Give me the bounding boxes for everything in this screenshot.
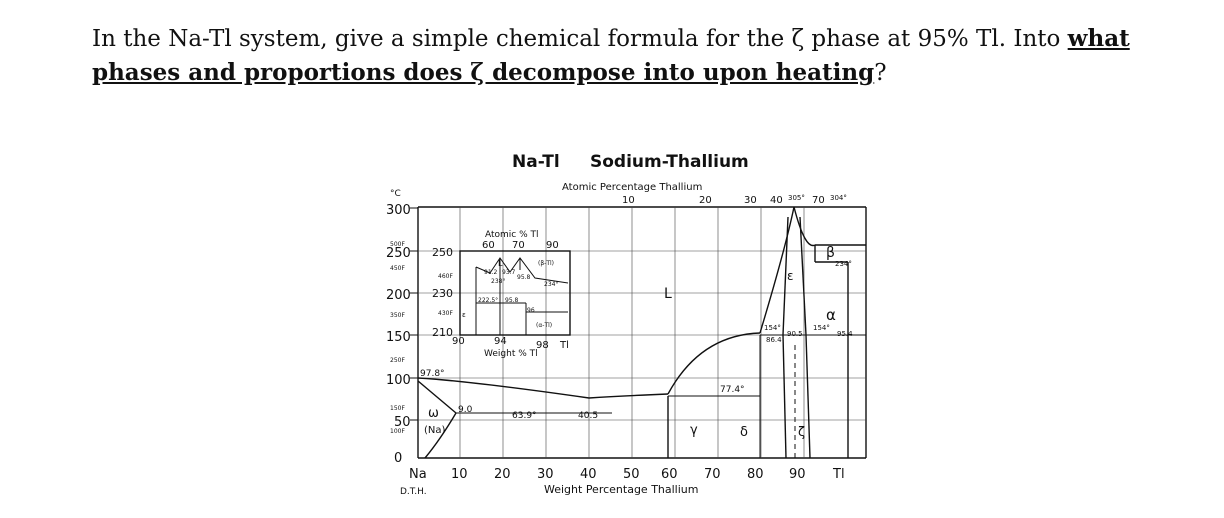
label-epsilon: ε	[787, 269, 794, 283]
inset-x-end: Tl	[559, 340, 569, 351]
x-axis-label: Weight Percentage Thallium	[544, 483, 698, 496]
f-tick-450: 450F	[390, 265, 405, 272]
y-tick-marks	[410, 207, 418, 421]
note-77-4: 77.4°	[720, 385, 745, 395]
inset-label-eps: ε	[462, 311, 466, 319]
inset-n-95-8a: 95.8	[517, 274, 531, 281]
label-beta: β	[826, 245, 835, 261]
x-tick-50: 50	[623, 467, 640, 482]
f-tick-100: 100F	[390, 428, 405, 435]
inset-top-90: 90	[546, 240, 559, 251]
inset-n-222-5: 222.5°	[478, 297, 498, 304]
label-na-phase: (Na)	[424, 425, 446, 436]
inset-label-alpha-tl: (α-Tl)	[536, 322, 552, 329]
inset-y-210: 210	[432, 326, 453, 339]
question-emphasis: what phases and proportions does ζ decom…	[92, 25, 1130, 86]
y-tick-50: 50	[394, 415, 411, 430]
unit-celsius: °C	[390, 189, 401, 199]
x-tick-tl: Tl	[832, 467, 845, 482]
note-86-4: 86.4	[766, 336, 782, 344]
diagram-title: Sodium-Thallium	[590, 152, 749, 172]
note-63-9: 63.9°	[512, 411, 537, 421]
y-tick-250: 250	[386, 246, 411, 261]
inset-n-91-2: 91.2	[484, 269, 498, 276]
top-tick-40: 40	[770, 195, 783, 206]
label-omega: ω	[428, 406, 439, 421]
zeta-symbol: ζ	[791, 26, 805, 52]
x-tick-90: 90	[789, 467, 806, 482]
f-tick-250: 250F	[390, 357, 405, 364]
inset-n-238: 238°	[491, 278, 505, 285]
x-tick-80: 80	[747, 467, 764, 482]
inset-x-label: Weight % Tl	[484, 349, 538, 359]
inset-x-98: 98	[536, 340, 549, 351]
credit: D.T.H.	[400, 487, 427, 497]
inset-n-234: 234°	[544, 281, 558, 288]
f-tick-500: 500F	[390, 241, 405, 248]
f-tick-150: 150F	[390, 405, 405, 412]
inset-label-liquid: L	[498, 259, 503, 268]
x-tick-na: Na	[409, 467, 427, 482]
question-part-2: phase at 95% Tl. Into	[804, 26, 1068, 52]
inset-x-94: 94	[494, 336, 507, 347]
note-95-4: 95.4	[837, 330, 853, 338]
x-tick-60: 60	[661, 467, 678, 482]
note-154-a: 154°	[764, 324, 781, 332]
top-temp-305: 305°	[788, 194, 805, 202]
inset-label-beta-tl: (β-Tl)	[538, 260, 554, 267]
inset-n-93-7: 93.7	[502, 269, 516, 276]
top-axis-label: Atomic Percentage Thallium	[562, 182, 702, 193]
x-tick-70: 70	[704, 467, 721, 482]
note-90-5: 90.5	[787, 330, 803, 338]
x-tick-40: 40	[580, 467, 597, 482]
question-end: ?	[874, 60, 887, 86]
label-gamma: γ	[690, 423, 698, 438]
question-part-1: In the Na-Tl system, give a simple chemi…	[92, 26, 792, 52]
label-delta: δ	[740, 425, 748, 440]
y-tick-100: 100	[386, 373, 411, 388]
diagram-system: Na-Tl	[512, 152, 560, 172]
label-liquid: L	[664, 286, 672, 302]
top-tick-70: 70	[812, 195, 825, 206]
inset-top-label: Atomic % Tl	[485, 230, 539, 240]
y-tick-200: 200	[386, 288, 411, 303]
y-tick-300: 300	[386, 203, 411, 218]
note-154-b: 154°	[813, 324, 830, 332]
phase-boundaries	[417, 206, 866, 459]
label-zeta: ζ	[798, 425, 805, 440]
note-234: 234°	[835, 260, 852, 268]
x-tick-20: 20	[494, 467, 511, 482]
y-tick-150: 150	[386, 330, 411, 345]
inset-plot: Atomic % Tl 60 70 90 250 460F 230 430F 2…	[432, 230, 571, 359]
top-tick-30: 30	[744, 195, 757, 206]
inset-top-60: 60	[482, 240, 495, 251]
y-tick-0: 0	[394, 451, 402, 466]
x-tick-10: 10	[451, 467, 468, 482]
inset-top-70: 70	[512, 240, 525, 251]
top-tick-20: 20	[699, 195, 712, 206]
top-temp-304: 304°	[830, 194, 847, 202]
inset-y-230: 230	[432, 287, 453, 300]
note-9-0: 9.0	[458, 405, 473, 415]
inset-x-90: 90	[452, 336, 465, 347]
inset-n-95-8b: 95.8	[505, 297, 519, 304]
inset-f-430: 430F	[438, 310, 453, 317]
question-text: In the Na-Tl system, give a simple chemi…	[92, 22, 1132, 90]
f-tick-350: 350F	[390, 312, 405, 319]
x-tick-30: 30	[537, 467, 554, 482]
inset-n-96: 96	[527, 307, 535, 314]
note-97-8: 97.8°	[420, 369, 445, 379]
note-40-5: 40.5	[578, 411, 598, 421]
inset-f-460: 460F	[438, 273, 453, 280]
label-alpha: α	[826, 306, 836, 324]
top-tick-10: 10	[622, 195, 635, 206]
inset-y-250: 250	[432, 246, 453, 259]
